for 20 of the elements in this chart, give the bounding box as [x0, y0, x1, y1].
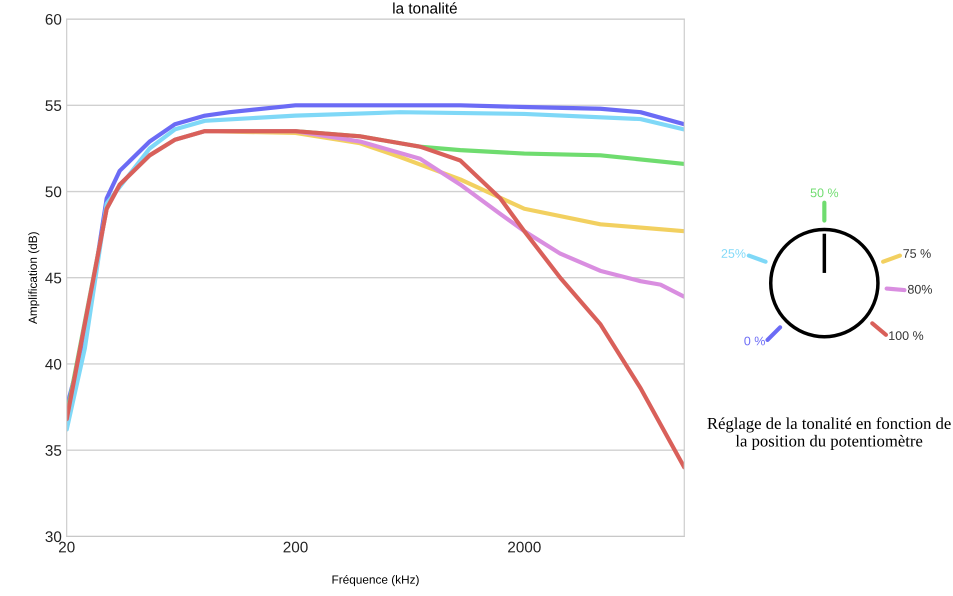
x-tick-label: 20 [58, 542, 75, 552]
y-tick-label: 55 [45, 100, 62, 111]
y-tick-label: 60 [46, 14, 62, 25]
y-tick-label: 40 [45, 358, 62, 370]
y-tick-label: 50 [45, 186, 62, 198]
y-axis-title: Amplification (dB) [28, 232, 40, 324]
y-tick-label: 30 [45, 531, 62, 542]
y-tick-label: 45 [45, 272, 62, 284]
legend-label: 75 % [903, 249, 931, 258]
legend-label: 100 % [889, 331, 924, 340]
x-tick-label: 200 [284, 542, 308, 552]
legend-label: 80% [908, 284, 932, 294]
x-axis-title: Fréquence (kHz) [332, 574, 419, 586]
x-tick-label: 2000 [508, 542, 541, 552]
chart-title: la tonalité [393, 2, 457, 14]
text: 25% [722, 249, 746, 258]
y-tick-label: 35 [45, 445, 62, 456]
text: 0 % [744, 336, 765, 346]
text: 50 % [810, 188, 838, 198]
text: Réglage de la tonalité en fonction de la position du potentiomètre [707, 417, 951, 450]
